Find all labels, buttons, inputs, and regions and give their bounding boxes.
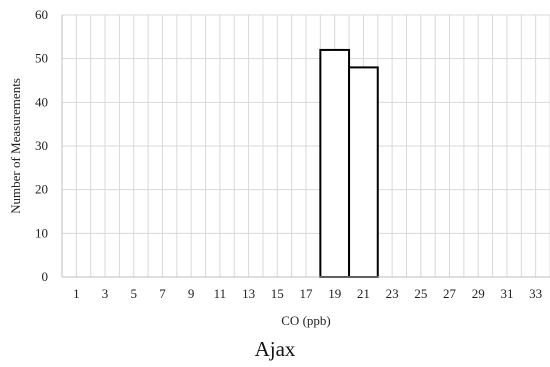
x-tick-label: 25 — [414, 286, 427, 301]
y-tick-label: 30 — [35, 138, 48, 153]
x-tick-label: 29 — [472, 286, 485, 301]
x-tick-label: 31 — [500, 286, 513, 301]
x-tick-label: 23 — [386, 286, 399, 301]
x-tick-label: 9 — [188, 286, 195, 301]
x-tick-label: 27 — [443, 286, 457, 301]
x-tick-label: 15 — [271, 286, 284, 301]
y-tick-label: 0 — [42, 269, 49, 284]
y-tick-label: 60 — [35, 7, 48, 22]
y-tick-label: 40 — [35, 94, 48, 109]
bars — [319, 48, 379, 279]
x-tick-label: 11 — [214, 286, 227, 301]
x-tick-label: 7 — [159, 286, 166, 301]
y-tick-label: 50 — [35, 51, 48, 66]
x-tick-label: 5 — [131, 286, 138, 301]
x-tick-label: 13 — [242, 286, 255, 301]
y-axis-title: Number of Measurements — [8, 78, 23, 214]
x-tick-label: 21 — [357, 286, 370, 301]
histogram-bar — [348, 66, 379, 279]
x-axis-title: CO (ppb) — [281, 313, 330, 328]
x-tick-label: 17 — [300, 286, 314, 301]
x-tick-label: 19 — [328, 286, 341, 301]
x-tick-label: 1 — [73, 286, 80, 301]
y-tick-label: 10 — [35, 225, 48, 240]
x-tick-label: 33 — [529, 286, 542, 301]
grid-lines — [62, 14, 550, 277]
axes — [61, 15, 550, 278]
chart-caption: Ajax — [254, 337, 296, 361]
x-tick-label: 3 — [102, 286, 109, 301]
y-tick-labels: 0 10 20 30 40 50 60 — [35, 7, 48, 284]
histogram-bar — [319, 48, 351, 278]
x-tick-labels: 1 3 5 7 9 11 13 15 17 19 21 23 25 27 29 31 33 — [73, 286, 542, 301]
y-tick-label: 20 — [35, 182, 48, 197]
